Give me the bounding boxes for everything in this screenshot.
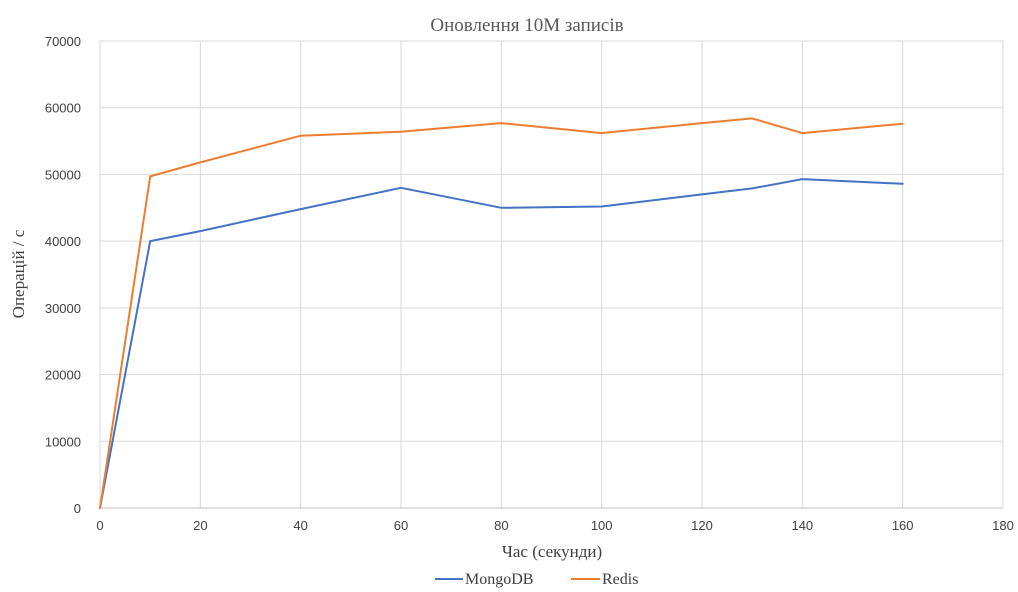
y-tick-label: 60000 xyxy=(45,101,81,116)
axes: 0 20 40 60 80 100 120 140 160 180 0 10000 20000 30000… xyxy=(45,34,1014,533)
x-tick-label: 0 xyxy=(96,518,103,533)
x-tick-label: 100 xyxy=(591,518,613,533)
legend-label: Redis xyxy=(602,571,638,588)
y-tick-label: 30000 xyxy=(45,301,81,316)
x-tick-label: 160 xyxy=(892,518,914,533)
series-lines xyxy=(99,117,904,509)
y-tick-label: 40000 xyxy=(45,234,81,249)
y-axis-title: Операцій / с xyxy=(9,229,28,318)
series-line-redis xyxy=(99,117,904,509)
x-tick-label: 120 xyxy=(691,518,713,533)
x-tick-label: 20 xyxy=(193,518,207,533)
x-tick-label: 180 xyxy=(992,518,1014,533)
legend-item-mongodb: MongoDB xyxy=(435,571,533,588)
series-line-mongodb xyxy=(99,178,904,509)
gridlines xyxy=(99,40,1004,509)
y-tick-label: 70000 xyxy=(45,34,81,49)
x-tick-label: 60 xyxy=(394,518,408,533)
x-tick-label: 40 xyxy=(293,518,307,533)
x-tick-label: 140 xyxy=(791,518,813,533)
x-tick-label: 80 xyxy=(494,518,508,533)
y-tick-label: 0 xyxy=(74,501,81,516)
legend: MongoDB Redis xyxy=(435,571,638,588)
y-tick-label: 10000 xyxy=(45,434,81,449)
y-tick-label: 20000 xyxy=(45,368,81,383)
legend-item-redis: Redis xyxy=(571,571,638,588)
y-tick-label: 50000 xyxy=(45,167,81,182)
legend-label: MongoDB xyxy=(465,571,533,588)
x-axis-title: Час (секунди) xyxy=(502,542,602,561)
chart-title: Оновлення 10М записів xyxy=(430,15,623,36)
